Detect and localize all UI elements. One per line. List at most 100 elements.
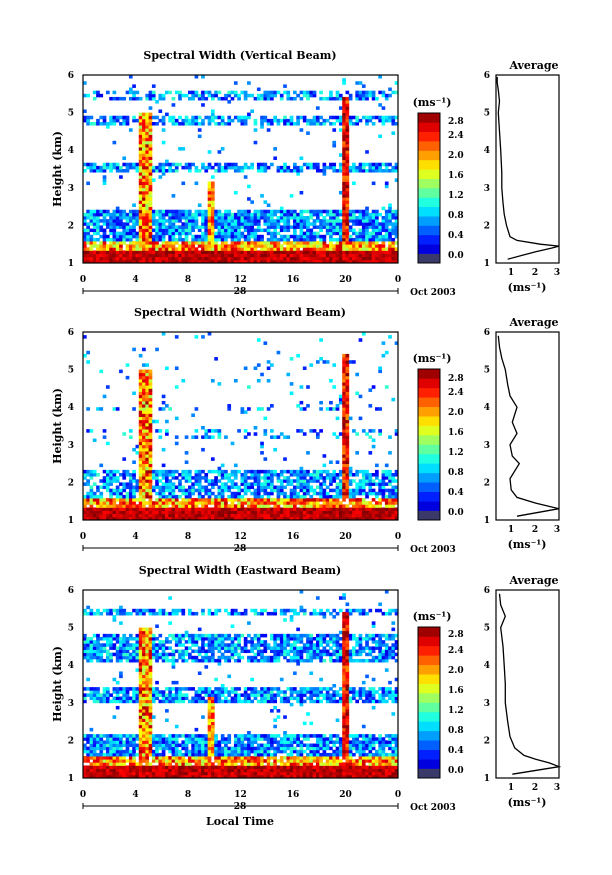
heatmap-cell bbox=[286, 122, 291, 126]
heatmap-cell bbox=[240, 504, 245, 508]
heatmap-cell bbox=[309, 504, 314, 508]
heatmap-cell bbox=[161, 649, 166, 654]
heatmap-cell bbox=[122, 611, 127, 616]
heatmap-cell bbox=[289, 357, 294, 361]
heatmap-cell bbox=[355, 510, 360, 515]
heatmap-cell bbox=[109, 231, 113, 236]
heatmap-cell bbox=[145, 244, 150, 248]
heatmap-cell bbox=[109, 637, 113, 641]
heatmap-cell bbox=[358, 394, 363, 399]
heatmap-cell bbox=[128, 75, 133, 79]
heatmap-cell bbox=[132, 256, 136, 261]
heatmap-cell bbox=[309, 165, 314, 170]
heatmap-cell bbox=[122, 96, 127, 101]
heatmap-cell bbox=[342, 463, 346, 468]
heatmap-cell bbox=[161, 696, 166, 701]
heatmap-cell bbox=[128, 247, 133, 251]
heatmap-cell bbox=[168, 737, 172, 741]
heatmap-cell bbox=[256, 407, 261, 411]
heatmap-cell bbox=[122, 212, 127, 217]
heatmap-cell bbox=[201, 234, 205, 239]
heatmap-cell bbox=[345, 372, 350, 377]
heatmap-cell bbox=[384, 473, 389, 477]
heatmap-cell bbox=[325, 259, 330, 264]
heatmap-cell bbox=[194, 93, 199, 98]
heatmap-cell bbox=[220, 165, 225, 170]
heatmap-cell bbox=[250, 510, 255, 515]
heatmap-cell bbox=[296, 212, 300, 217]
heatmap-cell bbox=[165, 743, 169, 748]
heatmap-cell bbox=[194, 253, 199, 258]
heatmap-cell bbox=[361, 253, 366, 258]
heatmap-cell bbox=[263, 169, 268, 173]
heatmap-cell bbox=[138, 752, 143, 757]
heatmap-cell bbox=[105, 640, 110, 644]
heatmap-cell bbox=[217, 228, 222, 233]
heatmap-cell bbox=[191, 476, 195, 480]
heatmap-cell bbox=[142, 115, 146, 120]
heatmap-cell bbox=[148, 665, 153, 669]
heatmap-cell bbox=[184, 498, 189, 502]
heatmap-cell bbox=[191, 256, 195, 261]
heatmap-cell bbox=[86, 643, 90, 647]
heatmap-cell bbox=[204, 231, 209, 236]
heatmap-cell bbox=[89, 216, 94, 220]
heatmap-cell bbox=[197, 473, 202, 477]
heatmap-cell bbox=[132, 690, 136, 694]
heatmap-cell bbox=[83, 498, 87, 502]
heatmap-cell bbox=[128, 216, 133, 220]
heatmap-cell bbox=[102, 759, 107, 763]
heatmap-cell bbox=[352, 209, 356, 214]
heatmap-cell bbox=[207, 237, 212, 242]
heatmap-cell bbox=[358, 253, 363, 258]
heatmap-cell bbox=[105, 385, 110, 389]
heatmap-cell bbox=[384, 256, 389, 261]
heatmap-cell bbox=[358, 244, 363, 248]
heatmap-cell bbox=[142, 259, 146, 264]
heatmap-cell bbox=[112, 96, 117, 101]
colorbar-swatch bbox=[418, 369, 440, 379]
heatmap-cell bbox=[237, 507, 241, 511]
heatmap-cell bbox=[319, 219, 323, 223]
heatmap-cell bbox=[263, 115, 268, 120]
heatmap-cell bbox=[394, 169, 399, 173]
heatmap-cell bbox=[243, 250, 248, 254]
heatmap-cell bbox=[122, 256, 127, 261]
heatmap-cell bbox=[191, 219, 195, 223]
heatmap-cell bbox=[161, 244, 166, 248]
heatmap-cell bbox=[138, 608, 143, 613]
heatmap-cell bbox=[86, 237, 90, 242]
heatmap-cell bbox=[355, 473, 360, 477]
heatmap-cell bbox=[276, 247, 281, 251]
heatmap-cell bbox=[243, 162, 248, 167]
heatmap-cell bbox=[194, 90, 199, 95]
heatmap-cell bbox=[273, 237, 277, 242]
heatmap-cell bbox=[145, 438, 150, 443]
heatmap-cell bbox=[312, 488, 317, 493]
heatmap-cell bbox=[352, 516, 356, 521]
heatmap-cell bbox=[96, 696, 100, 701]
heatmap-cell bbox=[348, 212, 353, 217]
heatmap-cell bbox=[378, 244, 382, 248]
heatmap-cell bbox=[243, 90, 248, 95]
heatmap-cell bbox=[142, 134, 146, 139]
heatmap-cell bbox=[210, 256, 215, 261]
heatmap-cell bbox=[145, 391, 150, 396]
heatmap-cell bbox=[112, 768, 117, 773]
heatmap-cell bbox=[115, 469, 120, 474]
heatmap-cell bbox=[132, 768, 136, 773]
heatmap-cell bbox=[394, 498, 399, 502]
heatmap-cell bbox=[148, 774, 153, 779]
heatmap-cell bbox=[161, 494, 166, 499]
heatmap-cell bbox=[338, 106, 343, 110]
heatmap-cell bbox=[388, 504, 392, 508]
heatmap-cell bbox=[161, 746, 166, 751]
heatmap-cell bbox=[368, 162, 373, 167]
heatmap-cell bbox=[89, 510, 94, 515]
heatmap-cell bbox=[207, 469, 212, 474]
heatmap-cell bbox=[237, 209, 241, 214]
heatmap-cell bbox=[338, 247, 343, 251]
heatmap-cell bbox=[391, 498, 396, 502]
heatmap-cell bbox=[125, 122, 130, 126]
heatmap-cell bbox=[191, 491, 195, 496]
